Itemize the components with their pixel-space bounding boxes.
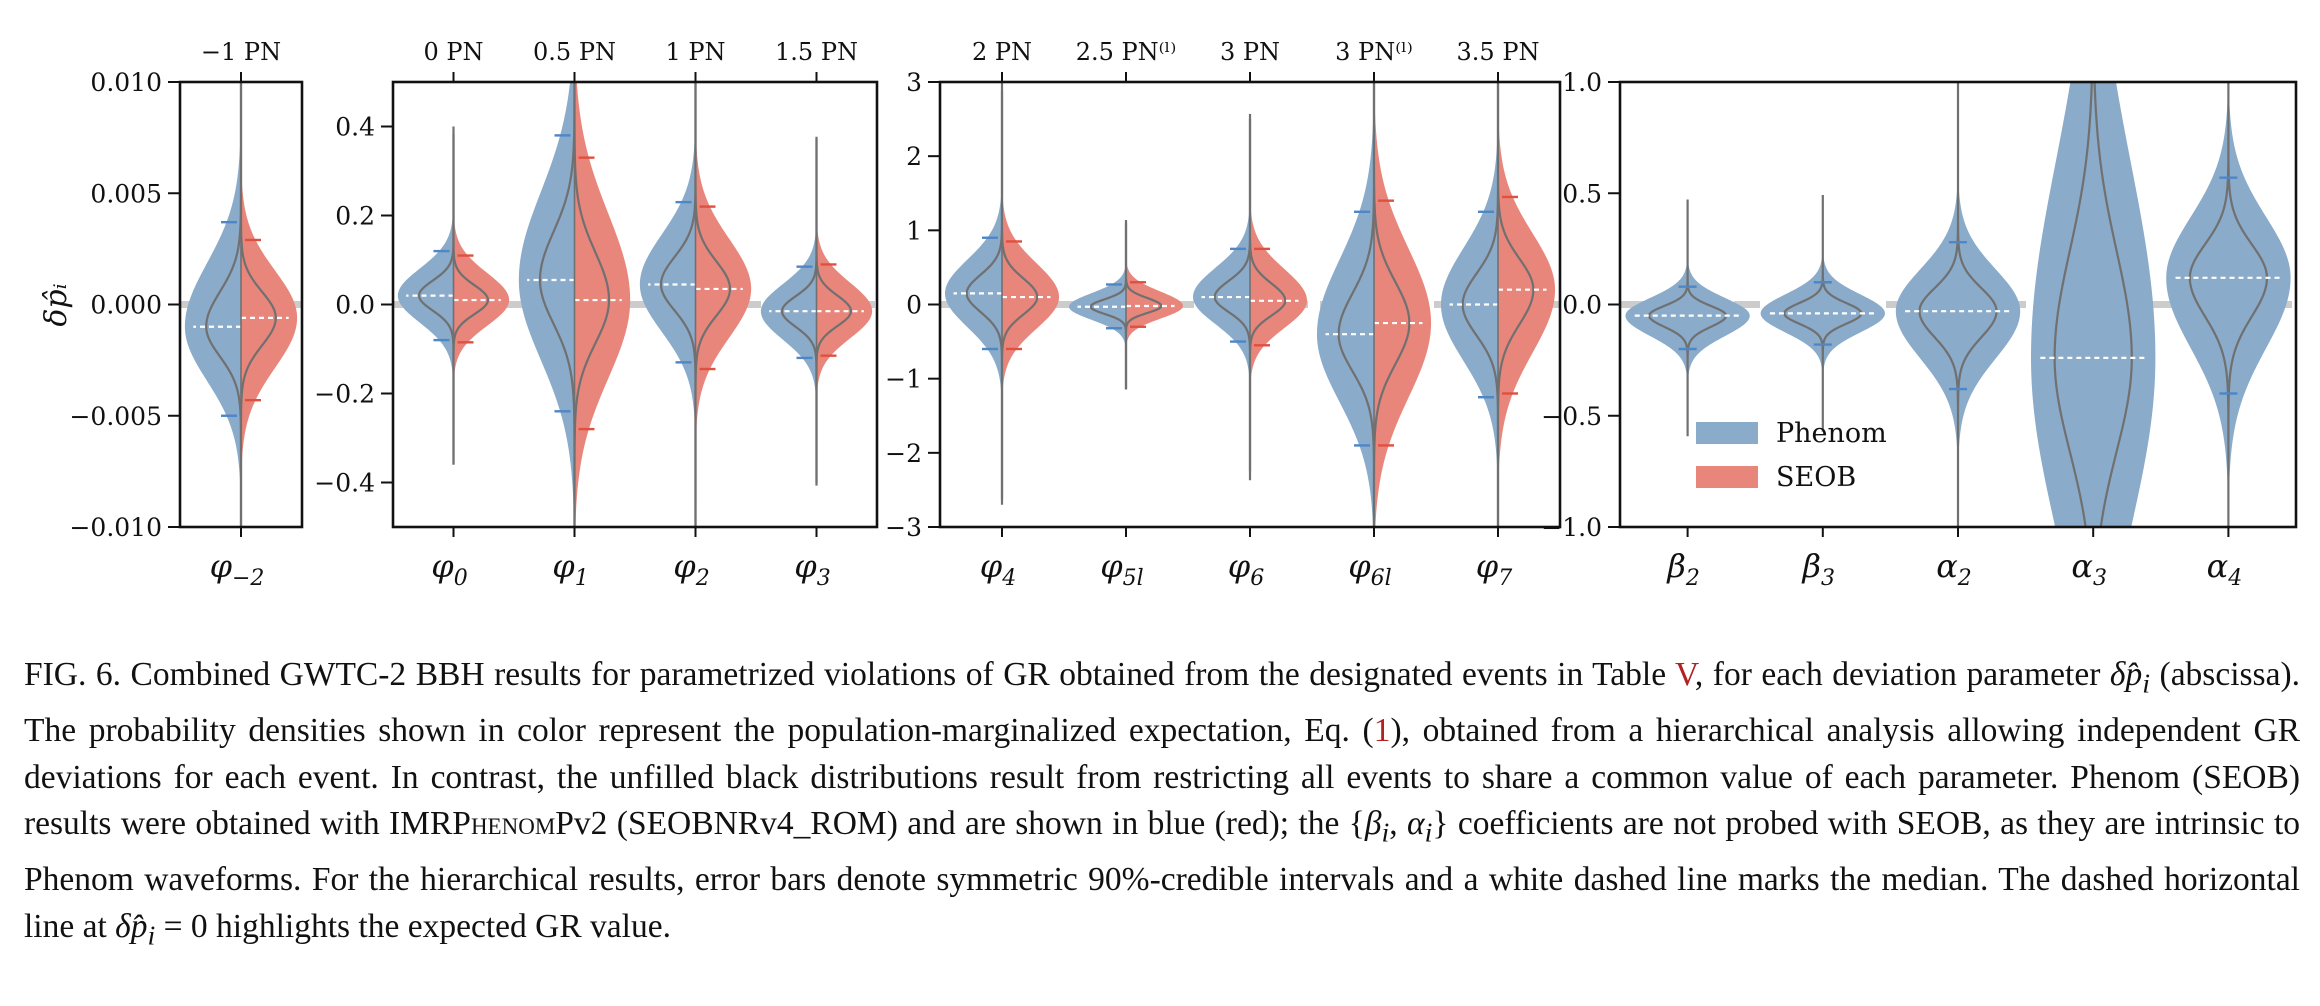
- pn-order-label: 3 PN⁽ˡ⁾: [1335, 38, 1413, 66]
- y-tick-label: 1.0: [1562, 68, 1602, 97]
- x-tick-label-α2: α2: [1936, 547, 1972, 591]
- x-tick-label-φ7: φ7: [1476, 547, 1512, 591]
- y-tick-label: 0.010: [90, 68, 162, 97]
- figure-caption: FIG. 6. Combined GWTC-2 BBH results for …: [24, 656, 2300, 952]
- y-tick-label: −1.0: [1541, 513, 1602, 542]
- pn-order-label: 1 PN: [665, 38, 725, 66]
- pn-order-label: 3 PN: [1220, 38, 1280, 66]
- x-tick-label-φ3: φ3: [794, 547, 830, 591]
- legend-swatch-phenom: [1696, 422, 1758, 444]
- panel-p4: β2 β3 α2 α3 α4 −1.0 −0.5 0.0 0.5 1.0: [1541, 68, 2298, 591]
- panel-p1: φ−2 −1 PN −0.010 −0.005 0.000 0.005 0.010: [69, 38, 304, 591]
- x-tick-label-β2: β2: [1666, 547, 1700, 591]
- y-tick-label: 0: [906, 291, 922, 320]
- y-tick-label: 0.5: [1562, 179, 1602, 208]
- pn-order-label: 2.5 PN⁽ˡ⁾: [1076, 38, 1177, 66]
- panel-p3: φ4 2 PN φ5l 2.5 PN⁽ˡ⁾ φ6 3 PN φ6l 3 PN⁽ˡ⁾ φ7 3.5 …: [885, 38, 1562, 591]
- legend: Phenom SEOB: [1696, 418, 1887, 493]
- y-tick-label: 1: [906, 216, 922, 245]
- violins-p2: [393, 82, 877, 527]
- y-tick-label: 0.4: [335, 113, 375, 142]
- equation-reference-link[interactable]: 1: [1373, 712, 1391, 750]
- panel-p2: φ0 0 PN φ1 0.5 PN φ2 1 PN φ3 1.5 PN −0.4 −0.2 0.0 0…: [314, 38, 879, 591]
- x-tick-label-α4: α4: [2207, 547, 2243, 591]
- pn-order-label: 1.5 PN: [775, 38, 858, 66]
- violin-seob-φ−2: [241, 82, 298, 527]
- violin-seob-φ6l: [1374, 82, 1432, 527]
- restricted-outline-phenom-α4: [2188, 82, 2269, 527]
- violin-seob-φ1: [574, 82, 631, 527]
- pn-order-label: −1 PN: [201, 38, 281, 66]
- figure-6-violin-plots: δp̂ᵢ φ−2−1 PN−0.010−0.0050.0000.0050.010…: [39, 38, 2298, 591]
- violin-phenom-φ2: [639, 82, 696, 527]
- restricted-outline-phenom-β2: [1647, 199, 1728, 437]
- y-tick-label: 0.005: [90, 179, 162, 208]
- x-tick-label-α3: α3: [2071, 547, 2107, 591]
- x-tick-label-φ5l: φ5l: [1100, 547, 1143, 591]
- restricted-outline-phenom-β3: [1783, 195, 1863, 432]
- y-tick-label: −0.005: [69, 402, 162, 431]
- legend-label-phenom: Phenom: [1776, 418, 1887, 449]
- restricted-outline-phenom-α2: [1918, 82, 1998, 527]
- y-tick-label: −3: [885, 513, 922, 542]
- y-tick-label: −1: [885, 365, 922, 394]
- violin-phenom-φ1: [518, 82, 575, 527]
- violin-phenom-β3: [1760, 195, 1885, 432]
- pn-order-label: 2 PN: [972, 38, 1032, 66]
- table-reference-link[interactable]: V: [1675, 656, 1695, 693]
- pn-order-label: 0 PN: [423, 38, 483, 66]
- y-tick-label: 3: [906, 68, 922, 97]
- violin-phenom-φ6: [1192, 119, 1250, 472]
- violin-phenom-φ6l: [1316, 82, 1374, 527]
- x-tick-label-β3: β3: [1802, 547, 1836, 591]
- legend-swatch-seob: [1696, 466, 1758, 488]
- y-tick-label: 0.0: [335, 291, 375, 320]
- y-tick-label: 2: [906, 142, 922, 171]
- y-tick-label: 0.2: [335, 202, 375, 231]
- y-tick-label: −0.2: [314, 380, 375, 409]
- violins-p1: [180, 82, 302, 527]
- pn-order-label: 0.5 PN: [533, 38, 616, 66]
- violin-phenom-φ3: [760, 138, 817, 486]
- violin-seob-φ3: [816, 136, 873, 484]
- pn-order-label: 3.5 PN: [1457, 38, 1540, 66]
- x-tick-label-φ4: φ4: [980, 547, 1016, 591]
- violins-p3: [940, 82, 1560, 527]
- violin-seob-φ4: [1002, 90, 1060, 500]
- violin-phenom-β2: [1625, 199, 1750, 437]
- violin-phenom-α4: [2166, 82, 2291, 527]
- violin-seob-φ0: [453, 134, 510, 464]
- x-tick-label-φ1: φ1: [552, 547, 588, 591]
- y-tick-label: 0.000: [90, 291, 162, 320]
- y-tick-label: −0.4: [314, 469, 375, 498]
- y-tick-label: −0.010: [69, 513, 162, 542]
- restricted-outline-phenom-α3: [2053, 82, 2133, 527]
- x-tick-label-φ2: φ2: [673, 547, 709, 591]
- violin-seob-φ5l: [1126, 219, 1184, 390]
- violin-seob-φ7: [1498, 82, 1556, 527]
- violin-phenom-α3: [2031, 82, 2156, 527]
- y-tick-label: −2: [885, 439, 922, 468]
- y-tick-label: −0.5: [1541, 402, 1602, 431]
- x-tick-label-φ6l: φ6l: [1348, 547, 1391, 591]
- violin-seob-φ6: [1250, 113, 1308, 481]
- y-axis-label: δp̂ᵢ: [39, 283, 74, 326]
- x-tick-label-φ6: φ6: [1228, 547, 1264, 591]
- violin-phenom-α2: [1895, 82, 2021, 527]
- violins-p4: [1620, 82, 2296, 527]
- legend-label-seob: SEOB: [1776, 462, 1856, 493]
- x-tick-label-φ−2: φ−2: [210, 547, 265, 591]
- x-tick-label-φ0: φ0: [431, 547, 467, 591]
- y-tick-label: 0.0: [1562, 291, 1602, 320]
